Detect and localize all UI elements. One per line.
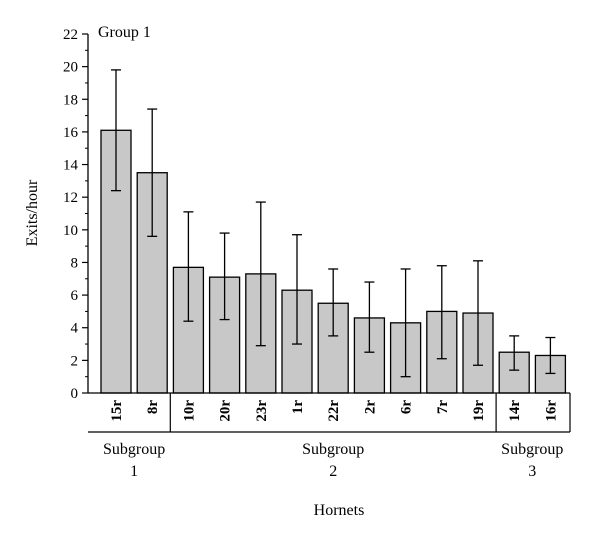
group-annotation: Group 1: [98, 24, 151, 41]
y-tick-label-14: 14: [63, 158, 79, 174]
y-tick-label-18: 18: [63, 92, 78, 108]
y-tick-label-12: 12: [63, 190, 78, 206]
y-tick-label-22: 22: [63, 27, 78, 43]
x-tick-label-23r: 23r: [254, 400, 270, 422]
y-tick-label-16: 16: [63, 125, 79, 141]
x-tick-label-22r: 22r: [326, 400, 342, 422]
y-tick-label-10: 10: [63, 223, 78, 239]
y-tick-label-4: 4: [71, 321, 79, 337]
bar-20r: [208, 276, 241, 394]
subgroup-number-2: 2: [329, 463, 337, 480]
subgroup-label-2: Subgroup: [302, 441, 364, 458]
y-tick-label-20: 20: [63, 60, 78, 76]
subgroup-label-3: Subgroup: [501, 441, 563, 458]
y-tick-label-8: 8: [71, 255, 79, 271]
y-tick-label-0: 0: [71, 386, 79, 402]
x-tick-label-16r: 16r: [543, 400, 559, 422]
x-tick-label-19r: 19r: [471, 400, 487, 422]
x-tick-label-10r: 10r: [181, 400, 197, 422]
x-tick-label-14r: 14r: [507, 400, 523, 422]
y-axis-label: Exits/hour: [24, 179, 41, 246]
bars-layer: [100, 129, 567, 394]
subgroup-number-3: 3: [528, 463, 536, 480]
y-tick-label-6: 6: [71, 288, 79, 304]
x-tick-label-1r: 1r: [290, 400, 306, 415]
subgroup-number-1: 1: [130, 463, 138, 480]
x-tick-label-6r: 6r: [399, 400, 415, 415]
axes-layer: [82, 33, 571, 433]
x-tick-label-2r: 2r: [362, 400, 378, 415]
error-bars-layer: [111, 69, 556, 378]
x-tick-label-8r: 8r: [145, 400, 161, 415]
x-tick-label-20r: 20r: [218, 400, 234, 422]
y-tick-label-2: 2: [71, 353, 79, 369]
x-tick-label-15r: 15r: [109, 400, 125, 422]
subgroup-label-1: Subgroup: [103, 441, 165, 458]
x-tick-label-7r: 7r: [435, 400, 451, 415]
x-axis-label: Hornets: [314, 502, 365, 519]
